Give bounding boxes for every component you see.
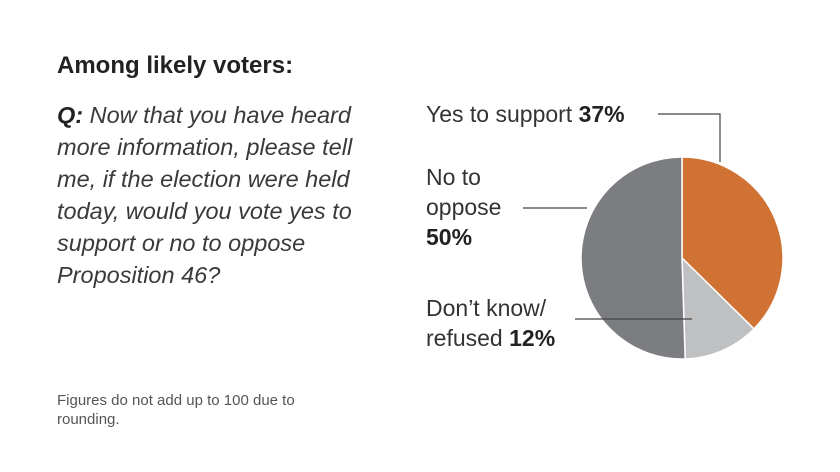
- question-prefix: Q:: [57, 102, 84, 128]
- slice-label-yes: Yes to support 37%: [426, 101, 625, 128]
- slice-label-yes-text: Yes to support: [426, 101, 573, 127]
- slice-value-yes: 37%: [578, 101, 625, 127]
- rounding-footnote: Figures do not add up to 100 due to roun…: [57, 392, 295, 428]
- slice-label-no-text: No to oppose: [426, 164, 502, 220]
- chart-heading: Among likely voters:: [57, 52, 294, 79]
- slice-label-no: No to oppose 50%: [426, 162, 518, 252]
- slice-label-dont-know-text: Don’t know/ refused: [426, 295, 547, 351]
- slice-value-dont-know: 12%: [509, 325, 556, 351]
- pie-slice-yes: [681, 156, 784, 330]
- leader-line-yes: [658, 113, 721, 162]
- slice-value-no: 50%: [426, 224, 473, 250]
- slice-label-dont-know: Don’t know/ refused 12%: [426, 293, 576, 353]
- survey-question: Q: Now that you have heard more informat…: [57, 99, 377, 291]
- question-text: Now that you have heard more information…: [57, 102, 353, 288]
- pie-slice-dont-know: [681, 256, 756, 360]
- pie-slice-no: [580, 156, 686, 360]
